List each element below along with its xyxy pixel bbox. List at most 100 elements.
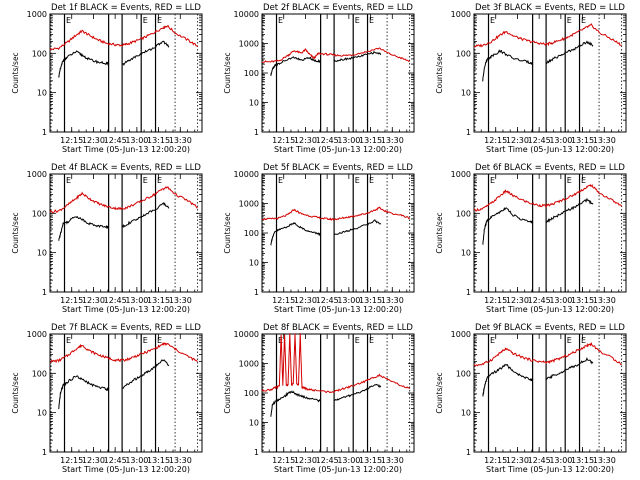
y-tick-label: 1 [42, 448, 47, 457]
x-tick-label: 12:15 [484, 456, 507, 465]
y-axis-label: Counts/sec [223, 372, 232, 413]
event-marker-label: E [581, 16, 586, 25]
chart-panel-7: Det 7f BLACK = Events, RED = LLD 1 10 100 10… [11, 323, 203, 474]
y-axis-label: Counts/sec [223, 212, 232, 253]
y-tick-label: 1000 [239, 40, 259, 49]
x-tick-label: 13:00 [337, 136, 360, 145]
x-tick-label: 13:15 [359, 296, 382, 305]
event-marker-label: E [278, 16, 283, 25]
y-tick-label: 1000 [451, 170, 471, 179]
events-series-line [482, 363, 534, 397]
lld-series-line [473, 341, 622, 367]
event-marker-label: E [143, 16, 148, 25]
event-marker-label: E [66, 336, 71, 345]
event-marker-label: E [355, 16, 360, 25]
x-tick-label: 13:00 [125, 456, 148, 465]
y-tick-label: 10000 [234, 330, 259, 339]
y-tick-label: 1 [42, 288, 47, 297]
x-tick-label: 13:15 [571, 296, 594, 305]
events-series-line [58, 375, 110, 410]
event-marker-label: E [355, 336, 360, 345]
x-tick-label: 13:30 [381, 456, 404, 465]
plot-frame [49, 333, 203, 453]
x-tick-label: 12:30 [294, 296, 317, 305]
y-tick-label: 10 [249, 419, 259, 428]
y-tick-label: 1 [466, 288, 471, 297]
y-axis: 1 10 100 1000 10000 Counts/sec [223, 330, 414, 457]
x-tick-label: 12:30 [294, 136, 317, 145]
events-series-line [58, 50, 110, 78]
x-tick-label: 13:30 [169, 456, 192, 465]
events-series-line [270, 390, 322, 417]
event-marker-label: E [567, 336, 572, 345]
x-axis-label: Start Time (05-Jun-13 12:00:20) [274, 305, 402, 314]
event-marker-label: E [369, 16, 374, 25]
y-tick-label: 1 [254, 288, 259, 297]
lld-series-line [473, 23, 622, 48]
events-series-line-2 [546, 40, 594, 65]
x-axis-label: Start Time (05-Jun-13 12:00:20) [486, 145, 614, 154]
y-tick-label: 100 [32, 209, 47, 218]
x-tick-label: 12:30 [506, 456, 529, 465]
x-tick-label: 12:45 [104, 136, 127, 145]
lld-series-line [49, 186, 198, 214]
lld-series-line [49, 24, 198, 51]
events-series-line [270, 56, 321, 77]
x-tick-label: 12:30 [82, 136, 105, 145]
x-tick-label: 13:15 [571, 456, 594, 465]
plot-frame [473, 13, 627, 133]
y-axis: 1 10 100 1000 Counts/sec [11, 10, 202, 137]
x-axis-label: Start Time (05-Jun-13 12:00:20) [62, 465, 190, 474]
events-series-line-2 [121, 202, 170, 229]
x-tick-label: 12:15 [272, 296, 295, 305]
y-axis: 1 10 100 1000 Counts/sec [435, 330, 626, 457]
y-tick-label: 100 [244, 389, 259, 398]
x-tick-label: 13:30 [593, 456, 616, 465]
y-tick-label: 10 [461, 89, 471, 98]
x-tick-label: 13:15 [147, 456, 170, 465]
y-tick-label: 1000 [27, 10, 47, 19]
y-tick-label: 10 [249, 99, 259, 108]
chart-title: Det 6f BLACK = Events, RED = LLD [475, 163, 625, 173]
y-tick-label: 1000 [451, 330, 471, 339]
y-tick-label: 10000 [234, 10, 259, 19]
chart-panel-3: Det 3f BLACK = Events, RED = LLD 1 10 100 10… [435, 3, 627, 154]
y-axis-label: Counts/sec [435, 372, 444, 413]
x-axis-label: Start Time (05-Jun-13 12:00:20) [62, 305, 190, 314]
chart-title: Det 4f BLACK = Events, RED = LLD [51, 163, 201, 173]
plot-frame [473, 173, 627, 293]
lld-series-line [473, 183, 623, 212]
y-tick-label: 1 [42, 128, 47, 137]
events-series-line [58, 215, 110, 241]
y-tick-label: 100 [244, 69, 259, 78]
event-marker-label: E [157, 176, 162, 185]
event-marker-label: E [581, 176, 586, 185]
chart-title: Det 3f BLACK = Events, RED = LLD [475, 3, 625, 13]
y-tick-label: 100 [244, 229, 259, 238]
y-tick-label: 1 [466, 448, 471, 457]
y-tick-label: 10 [249, 259, 259, 268]
events-series-line-2 [334, 383, 382, 401]
y-tick-label: 1000 [27, 330, 47, 339]
y-axis-label: Counts/sec [11, 52, 20, 93]
x-tick-label: 13:00 [549, 136, 572, 145]
x-tick-label: 12:15 [60, 456, 83, 465]
x-tick-label: 13:15 [571, 136, 594, 145]
chart-title: Det 1f BLACK = Events, RED = LLD [51, 3, 201, 13]
event-marker-label: E [66, 16, 71, 25]
x-tick-label: 13:00 [549, 456, 572, 465]
x-tick-label: 13:30 [169, 136, 192, 145]
event-marker-label: E [567, 176, 572, 185]
plot-frame [261, 173, 415, 293]
chart-panel-1: Det 1f BLACK = Events, RED = LLD 1 10 100 10… [11, 3, 203, 154]
chart-title: Det 7f BLACK = Events, RED = LLD [51, 323, 201, 333]
event-marker-label: E [490, 176, 495, 185]
events-series-line [270, 222, 322, 246]
y-tick-label: 10000 [234, 170, 259, 179]
x-axis-label: Start Time (05-Jun-13 12:00:20) [274, 145, 402, 154]
lld-series-line [49, 342, 198, 364]
chart-panel-9: Det 9f BLACK = Events, RED = LLD 1 10 100 10… [435, 323, 627, 474]
x-tick-label: 12:15 [272, 456, 295, 465]
